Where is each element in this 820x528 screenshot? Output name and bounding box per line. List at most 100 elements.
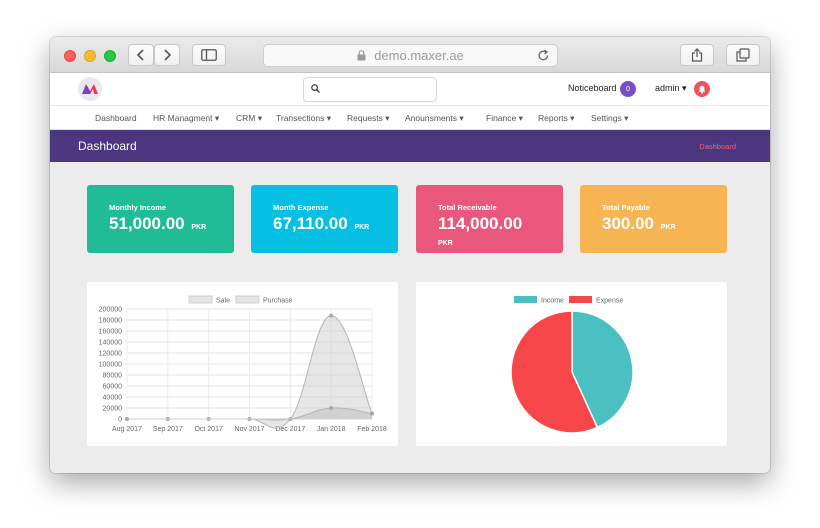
y-tick-label: 160000 [99,329,122,336]
card-amount: 114,000.00 [438,214,523,233]
nav-item-requests[interactable]: Requests ▾ [347,113,390,123]
card-value: 300.00 PKR [602,214,676,234]
back-button[interactable] [128,44,154,66]
x-tick-label: Sep 2017 [153,426,183,433]
search-input[interactable] [326,82,430,97]
month-expense-card[interactable]: Month Expense 67,110.00 PKR [251,185,398,253]
share-button[interactable] [680,44,714,66]
notification-bell-button[interactable] [694,81,710,97]
chevron-left-icon [136,49,144,61]
y-tick-label: 80000 [103,373,123,380]
browser-window: demo.maxer.ae Noticeboard 0 admin ▾ Dash [50,37,770,473]
monthly-income-card[interactable]: Monthly Income 51,000.00 PKR [87,185,234,253]
nav-item-transections[interactable]: Transections ▾ [276,113,331,123]
card-value: 114,000.00 [438,214,522,234]
x-tick-label: Oct 2017 [194,426,223,433]
dashboard-content: Monthly Income 51,000.00 PKR Month Expen… [50,162,770,473]
sidebar-toggle-button[interactable] [192,44,226,66]
y-tick-label: 100000 [99,362,122,369]
reload-icon[interactable] [537,49,550,62]
total-payable-card[interactable]: Total Payable 300.00 PKR [580,185,727,253]
income-expense-chart-panel: Income Expense [416,282,727,446]
card-label: Month Expense [273,203,329,212]
page-banner: Dashboard Dashboard [50,130,770,162]
chevron-right-icon [164,49,172,61]
noticeboard-count-badge[interactable]: 0 [620,81,636,97]
y-tick-label: 120000 [99,351,122,358]
data-point-purchase [329,406,334,410]
nav-item-reports[interactable]: Reports ▾ [538,113,575,123]
y-tick-label: 40000 [103,395,123,402]
card-value: 51,000.00 PKR [109,214,206,234]
app-logo[interactable] [78,77,102,101]
y-tick-label: 0 [118,417,122,424]
address-bar[interactable]: demo.maxer.ae [263,44,558,67]
sales-purchase-chart-panel: 0 20000 40000 60000 80000 100000 120000 140000 1… [87,282,398,446]
user-name: admin [655,83,680,93]
total-receivable-card[interactable]: Total Receivable 114,000.00 PKR [416,185,563,253]
user-menu[interactable]: admin ▾ [655,83,687,94]
nav-item-dashboard[interactable]: Dashboard [95,113,137,123]
sidebar-icon [201,49,217,61]
search-box[interactable] [303,77,437,102]
y-tick-label: 180000 [99,318,122,325]
card-label: Total Receivable [438,203,497,212]
minimize-window-button[interactable] [84,50,96,62]
y-tick-label: 140000 [99,340,122,347]
income-expense-pie-chart: Income Expense [510,296,634,434]
y-tick-label: 200000 [99,307,122,314]
legend-label: Income [541,298,564,305]
sales-purchase-area-chart: 0 20000 40000 60000 80000 100000 120000 140000 1… [99,295,387,433]
card-amount: 51,000.00 [109,214,185,233]
legend-label: Sale [216,298,230,305]
logo-mark-icon [82,84,98,94]
bell-icon [698,85,706,94]
nav-item-crm[interactable]: CRM ▾ [236,113,262,123]
legend-swatch [235,295,260,304]
y-tick-label: 20000 [103,406,123,413]
data-point-purchase [370,411,374,416]
browser-toolbar: demo.maxer.ae [50,37,770,73]
card-amount: 67,110.00 [273,214,348,233]
y-tick-label: 60000 [103,384,123,391]
share-icon [691,48,703,62]
x-tick-label: Feb 2018 [357,426,387,433]
card-currency: PKR [438,240,453,247]
x-tick-label: Aug 2017 [112,426,142,433]
card-label: Monthly Income [109,203,167,212]
card-amount: 300.00 [602,214,654,233]
nav-item-settings[interactable]: Settings ▾ [591,113,629,123]
tabs-overview-button[interactable] [726,44,760,66]
tabs-icon [736,48,750,62]
legend-label: Purchase [263,298,293,305]
chevron-down-icon: ▾ [682,83,687,93]
url-text: demo.maxer.ae [374,48,464,63]
zoom-window-button[interactable] [104,50,116,62]
nav-item-finance[interactable]: Finance ▾ [486,113,523,123]
pie-slice-income [571,310,634,429]
card-value: 67,110.00 PKR [273,214,369,234]
x-tick-label: Jan 2018 [317,426,346,433]
pie-slice-expense [510,310,599,434]
breadcrumb[interactable]: Dashboard [699,142,736,151]
close-window-button[interactable] [64,50,76,62]
lock-icon [357,50,366,61]
card-currency: PKR [660,224,676,231]
noticeboard-link[interactable]: Noticeboard [568,83,617,93]
app-header: Noticeboard 0 admin ▾ [50,73,770,106]
x-tick-label: Nov 2017 [235,426,265,433]
page-title: Dashboard [78,139,137,153]
legend-label: Expense [596,298,623,305]
search-icon [311,84,320,93]
series-area-purchase [127,407,372,420]
data-point-sale [329,313,334,318]
legend-swatch [188,295,213,304]
card-currency: PKR [191,224,207,231]
main-nav: Dashboard HR Managment ▾ CRM ▾ Transecti… [50,106,770,130]
card-label: Total Payable [602,203,650,212]
forward-button[interactable] [154,44,180,66]
x-tick-label: Dec 2017 [275,426,305,433]
legend-swatch [514,296,537,303]
nav-item-anounsments[interactable]: Anounsments ▾ [405,113,464,123]
nav-item-hr-management[interactable]: HR Managment ▾ [153,113,220,123]
